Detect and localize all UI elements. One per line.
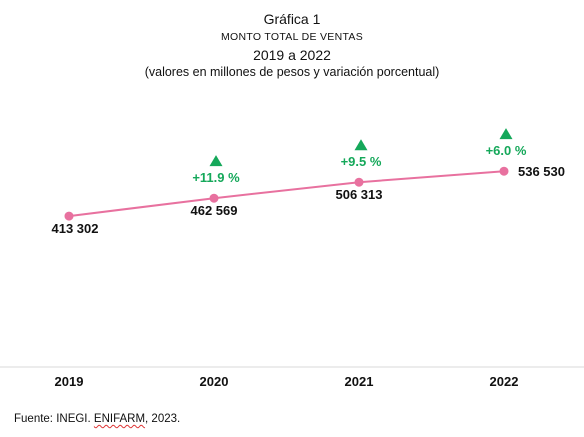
x-tick-2022: 2022 xyxy=(490,374,519,389)
chart-title: Gráfica 1 xyxy=(263,11,321,27)
x-tick-2020: 2020 xyxy=(200,374,229,389)
change-arrow-2022 xyxy=(499,128,513,140)
x-tick-2019: 2019 xyxy=(55,374,84,389)
data-point-2019 xyxy=(64,211,74,221)
value-label-2020: 462 569 xyxy=(191,203,238,218)
value-label-2019: 413 302 xyxy=(52,221,99,236)
source-survey: ENIFARM xyxy=(93,413,146,425)
change-label-2020: +11.9 % xyxy=(192,170,240,185)
change-arrow-2021 xyxy=(354,139,368,151)
value-label-2021: 506 313 xyxy=(336,187,383,202)
data-point-2022 xyxy=(499,166,509,176)
data-point-2020 xyxy=(209,193,219,203)
change-label-2022: +6.0 % xyxy=(486,143,527,158)
data-point-2021 xyxy=(354,177,364,187)
chart-units-note: (valores en millones de pesos y variació… xyxy=(144,65,440,79)
chart-period: 2019 a 2022 xyxy=(253,47,331,63)
x-tick-2021: 2021 xyxy=(345,374,374,389)
series-line xyxy=(68,170,505,218)
source-note: Fuente: INEGI. ENIFARM, 2023. xyxy=(14,413,180,425)
source-prefix: Fuente: INEGI. xyxy=(14,413,94,425)
value-label-2022: 536 530 xyxy=(518,164,565,179)
change-label-2021: +9.5 % xyxy=(341,154,382,169)
chart-subtitle: MONTO TOTAL DE VENTAS xyxy=(220,31,364,43)
change-arrow-2020 xyxy=(209,155,223,167)
source-suffix: , 2023. xyxy=(145,413,181,425)
